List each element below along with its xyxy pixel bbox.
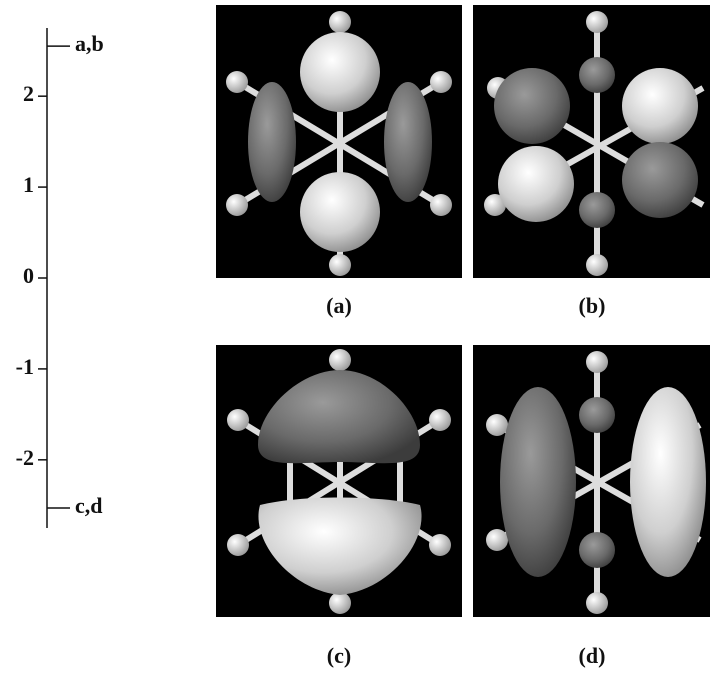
orbital-image-b <box>473 5 710 278</box>
level-label: a,b <box>75 31 104 56</box>
orbital-image-c <box>216 345 462 617</box>
y-tick-label: -2 <box>16 445 34 470</box>
panel-label: (d) <box>579 643 606 668</box>
panel-label: (c) <box>327 643 351 668</box>
figure: (a) (b) (c) (d) -2 -1 0 1 2 a,b c,d <box>0 0 710 673</box>
orbital-image-a <box>216 5 462 278</box>
orbital-image-d <box>473 345 710 617</box>
level-label: c,d <box>75 493 103 518</box>
y-tick-label: 0 <box>23 263 34 288</box>
panel-label: (b) <box>579 293 606 318</box>
panel-label: (a) <box>326 293 352 318</box>
y-tick-label: 1 <box>23 172 34 197</box>
y-tick-label: -1 <box>16 354 34 379</box>
y-tick-label: 2 <box>23 81 34 106</box>
